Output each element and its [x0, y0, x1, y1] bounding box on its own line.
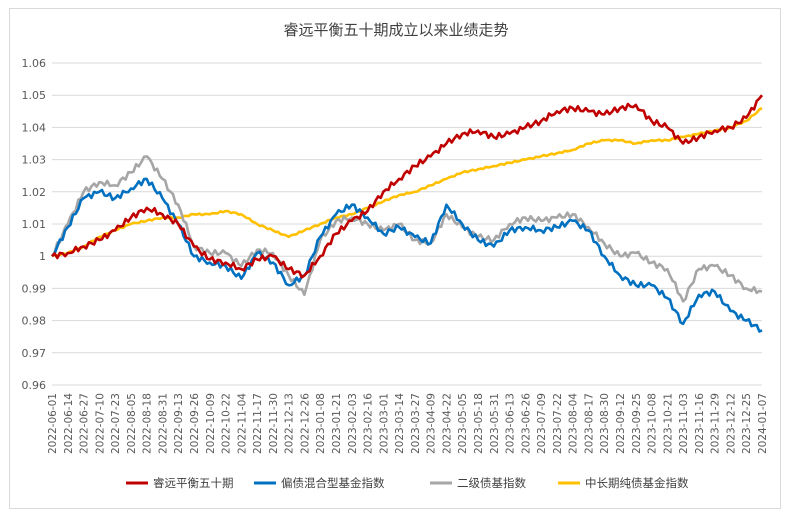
grid-lines	[52, 62, 762, 386]
x-tick-label: 2023-12-25	[741, 393, 753, 454]
y-tick-label: 0.96	[22, 379, 47, 392]
x-tick-label: 2023-06-13	[505, 393, 517, 454]
x-tick-label: 2022-07-10	[94, 393, 106, 454]
x-tick-label: 2023-11-16	[694, 393, 706, 454]
y-tick-label: 0.98	[22, 315, 47, 328]
x-tick-label: 2022-08-31	[157, 393, 169, 454]
y-tick-label: 1.05	[22, 89, 47, 102]
x-tick-label: 2023-02-16	[363, 393, 375, 454]
x-tick-label: 2022-12-26	[299, 393, 311, 454]
legend-label: 睿远平衡五十期	[153, 476, 234, 490]
y-tick-label: 1	[39, 250, 46, 263]
chart-title: 睿远平衡五十期成立以来业绩走势	[283, 21, 508, 39]
x-tick-label: 2023-07-09	[536, 393, 548, 454]
y-tick-label: 1.01	[22, 218, 47, 231]
x-tick-label: 2022-11-30	[268, 393, 280, 454]
x-tick-label: 2023-09-25	[631, 393, 643, 454]
x-tick-label: 2023-10-08	[647, 393, 659, 454]
x-tick-label: 2022-11-17	[252, 393, 264, 454]
x-tick-label: 2022-10-22	[221, 393, 233, 454]
y-tick-label: 1.04	[22, 121, 47, 134]
x-tick-label: 2023-05-31	[489, 393, 501, 454]
chart-frame: 睿远平衡五十期成立以来业绩走势 0.96 0.97 0.98 0.99 1 1.01 1.0…	[9, 8, 781, 509]
x-tick-label: 2023-09-12	[615, 393, 627, 454]
x-tick-label: 2022-08-05	[126, 393, 138, 454]
y-tick-label: 0.97	[22, 347, 47, 360]
legend-label: 中长期纯债基金指数	[585, 476, 689, 490]
y-axis: 0.96 0.97 0.98 0.99 1 1.01 1.02 1.03 1.04 1.05 1.0…	[22, 57, 47, 392]
series-line-0	[51, 94, 764, 279]
x-tick-label: 2022-12-13	[284, 393, 296, 454]
x-axis: 2022-06-01 2022-06-14 2022-06-27 2022-07-10…	[47, 393, 769, 454]
line-chart: 睿远平衡五十期成立以来业绩走势 0.96 0.97 0.98 0.99 1 1.01 1.0…	[22, 21, 770, 490]
x-tick-label: 2022-09-13	[173, 393, 185, 454]
x-tick-label: 2022-06-14	[63, 393, 75, 454]
x-tick-label: 2022-06-27	[79, 393, 91, 454]
legend: 睿远平衡五十期 偏债混合型基金指数 二级债基指数 中长期纯债基金指数	[126, 476, 689, 490]
x-tick-label: 2023-12-12	[725, 393, 737, 454]
legend-label: 偏债混合型基金指数	[281, 476, 385, 490]
y-tick-label: 1.03	[22, 154, 47, 167]
x-tick-label: 2024-01-07	[757, 393, 769, 454]
series-line-2	[50, 155, 763, 303]
x-tick-label: 2023-08-30	[599, 393, 611, 454]
y-tick-label: 0.99	[22, 282, 47, 295]
x-tick-label: 2023-11-03	[678, 393, 690, 454]
x-tick-label: 2023-04-22	[441, 393, 453, 454]
y-tick-label: 1.02	[22, 186, 47, 199]
x-tick-label: 2023-03-27	[410, 393, 422, 454]
x-tick-label: 2023-05-05	[457, 393, 469, 454]
x-tick-label: 2022-11-04	[236, 393, 248, 454]
y-tick-label: 1.06	[22, 57, 47, 70]
legend-label: 二级债基指数	[457, 476, 526, 490]
x-tick-label: 2023-01-08	[315, 393, 327, 454]
x-tick-label: 2023-03-01	[378, 393, 390, 454]
series-line-1	[51, 177, 763, 333]
x-tick-label: 2023-01-21	[331, 393, 343, 454]
x-tick-label: 2023-10-21	[662, 393, 674, 454]
x-tick-label: 2022-07-23	[110, 393, 122, 454]
x-tick-label: 2022-08-18	[142, 393, 154, 454]
x-tick-label: 2023-04-09	[426, 393, 438, 454]
x-tick-label: 2023-11-29	[710, 393, 722, 454]
x-tick-label: 2023-05-18	[473, 393, 485, 454]
x-tick-label: 2023-08-04	[568, 393, 580, 454]
x-tick-label: 2023-07-22	[552, 393, 564, 454]
series-lines	[50, 94, 764, 333]
x-tick-label: 2022-09-26	[189, 393, 201, 454]
x-tick-label: 2023-03-14	[394, 393, 406, 454]
x-tick-label: 2023-02-03	[347, 393, 359, 454]
x-tick-label: 2022-06-01	[47, 393, 59, 454]
x-tick-label: 2023-06-26	[520, 393, 532, 454]
x-tick-label: 2022-10-09	[205, 393, 217, 454]
x-tick-label: 2023-08-17	[583, 393, 595, 454]
